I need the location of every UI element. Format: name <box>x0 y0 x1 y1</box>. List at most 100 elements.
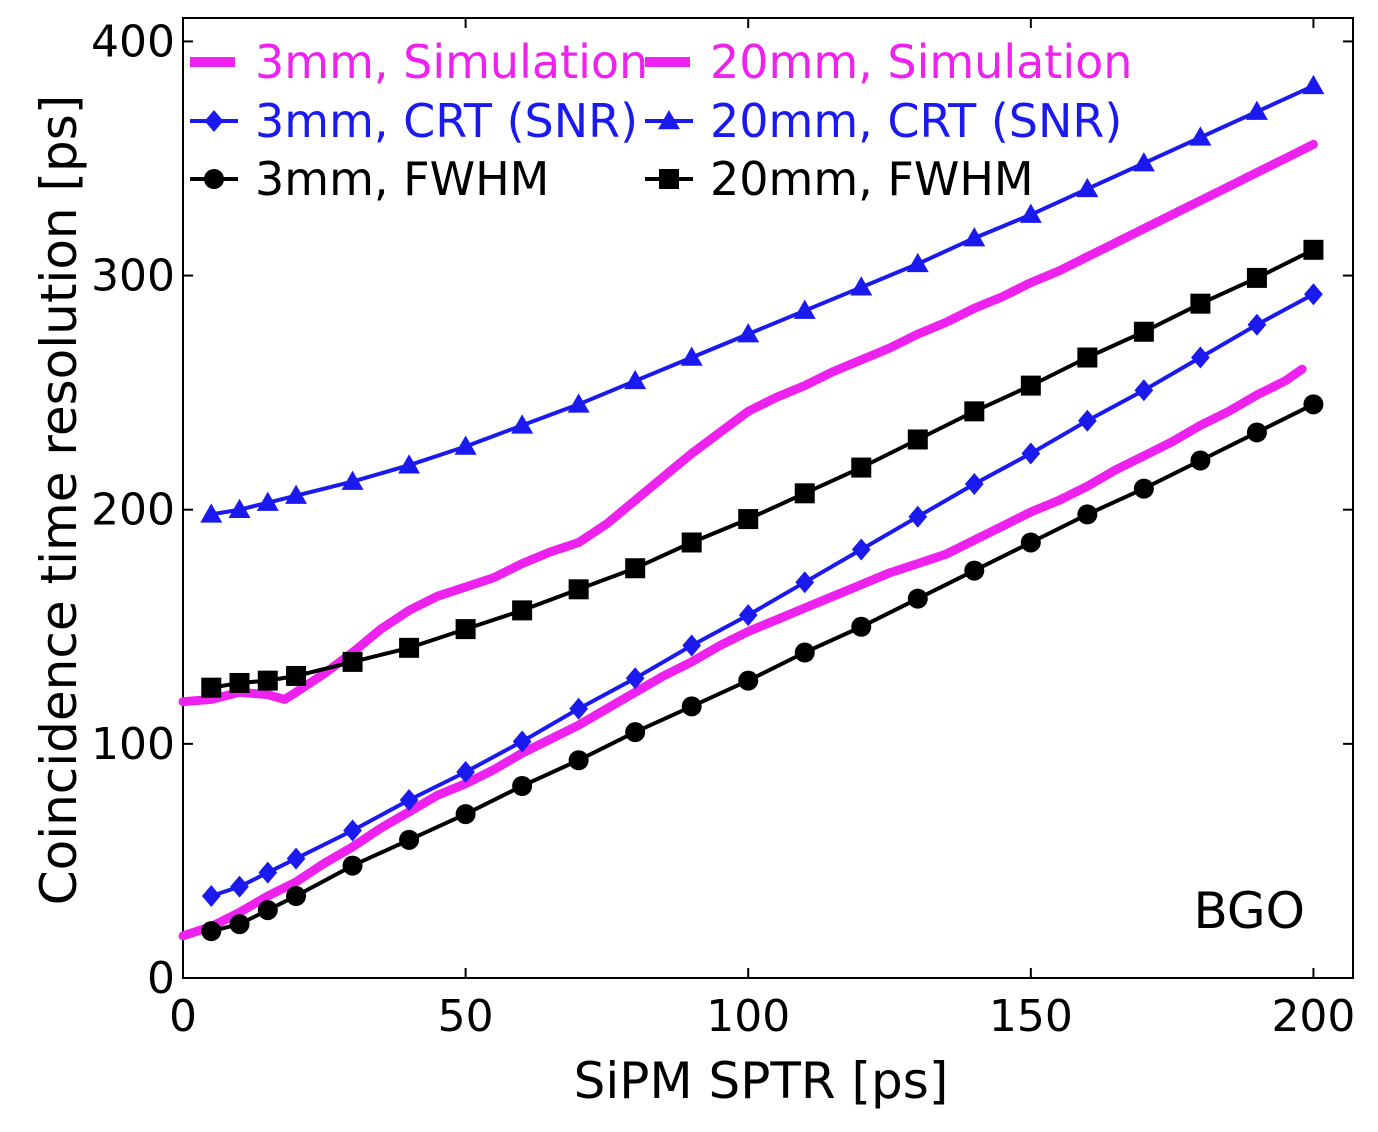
data-point <box>399 829 420 850</box>
data-point <box>512 730 532 753</box>
data-point <box>681 696 702 717</box>
data-point <box>1190 293 1211 314</box>
data-point <box>455 619 476 640</box>
data-point <box>738 604 758 627</box>
legend-label: 3mm, FWHM <box>255 152 549 206</box>
data-point <box>567 393 590 413</box>
legend-marker <box>659 169 679 189</box>
data-point <box>399 789 419 812</box>
series-5 <box>201 239 1324 698</box>
data-point <box>286 665 307 686</box>
data-point <box>512 776 533 796</box>
data-point <box>201 921 222 942</box>
data-point <box>1020 375 1041 396</box>
data-point <box>455 804 476 825</box>
plot-frame <box>182 17 1354 979</box>
data-point <box>1077 409 1097 432</box>
series-2 <box>201 283 1323 908</box>
data-point <box>625 722 646 743</box>
data-point <box>511 414 534 434</box>
data-point <box>1019 203 1042 223</box>
data-point <box>1191 346 1210 369</box>
series-4 <box>201 394 1324 942</box>
data-point <box>851 538 871 561</box>
y-tick-label: 300 <box>91 251 175 302</box>
data-point <box>258 861 278 884</box>
data-point <box>1190 450 1211 471</box>
data-point <box>1302 74 1325 95</box>
legend-marker <box>204 169 224 189</box>
data-point <box>625 558 646 579</box>
data-point <box>229 914 250 935</box>
data-point <box>1303 394 1324 415</box>
series-line <box>178 364 1307 941</box>
data-point <box>908 505 928 528</box>
data-point <box>257 670 278 691</box>
axis-ticks: 0 50 100 150 200 0 100 200 300 400 <box>91 16 1355 1042</box>
data-point <box>285 484 308 504</box>
data-point <box>454 435 477 455</box>
data-point <box>398 454 421 474</box>
data-point <box>680 346 703 366</box>
legend-item: 3mm, CRT (SNR) <box>190 94 638 148</box>
data-point <box>964 401 985 422</box>
y-tick-label: 100 <box>91 719 175 770</box>
legend-marker <box>204 110 224 132</box>
data-point <box>1246 422 1267 443</box>
data-point <box>569 697 589 720</box>
data-point <box>1020 532 1041 553</box>
data-point <box>286 886 307 907</box>
data-point <box>793 299 816 319</box>
data-point <box>1077 347 1098 368</box>
legend-marker <box>658 110 680 130</box>
data-point <box>625 667 645 690</box>
series-3 <box>200 74 1325 523</box>
data-point <box>850 276 873 296</box>
legend-item: 3mm, Simulation <box>190 35 648 89</box>
legend-label: 20mm, Simulation <box>710 35 1132 89</box>
data-point <box>794 483 815 504</box>
legend-item: 20mm, Simulation <box>645 35 1132 89</box>
y-tick-label: 400 <box>91 16 175 67</box>
y-tick-label: 0 <box>147 953 175 1004</box>
data-point <box>343 819 362 842</box>
data-point <box>964 560 985 581</box>
data-point <box>201 677 222 698</box>
data-point <box>1132 152 1155 172</box>
data-point <box>201 885 221 908</box>
x-tick-label: 100 <box>706 991 790 1042</box>
data-point <box>624 369 647 390</box>
data-point <box>681 532 702 553</box>
data-point <box>256 491 279 511</box>
legend-label: 20mm, FWHM <box>710 152 1034 206</box>
data-point <box>399 637 420 658</box>
data-point <box>512 600 533 621</box>
data-point <box>456 760 475 783</box>
series-layer <box>178 74 1325 942</box>
data-point <box>568 750 589 771</box>
series-line <box>209 292 1316 898</box>
data-point <box>795 571 815 594</box>
data-point <box>286 847 306 870</box>
data-point <box>342 651 363 672</box>
data-point <box>851 616 872 637</box>
data-point <box>794 642 815 663</box>
data-point <box>229 672 250 693</box>
data-point <box>1133 321 1154 342</box>
x-tick-label: 50 <box>438 991 494 1042</box>
data-point <box>1303 239 1324 260</box>
x-tick-label: 200 <box>1271 991 1355 1042</box>
data-point <box>738 509 759 530</box>
legend-label: 3mm, Simulation <box>255 35 648 89</box>
annotation-label: BGO <box>1193 882 1305 940</box>
data-point <box>1189 126 1212 146</box>
data-point <box>1247 313 1267 336</box>
y-tick-label: 200 <box>91 485 175 536</box>
legend-item: 20mm, CRT (SNR) <box>645 94 1122 148</box>
data-point <box>1245 100 1268 120</box>
data-point <box>1304 283 1323 306</box>
data-point <box>906 252 929 273</box>
legend-item: 20mm, FWHM <box>645 152 1034 206</box>
data-point <box>1021 442 1041 465</box>
